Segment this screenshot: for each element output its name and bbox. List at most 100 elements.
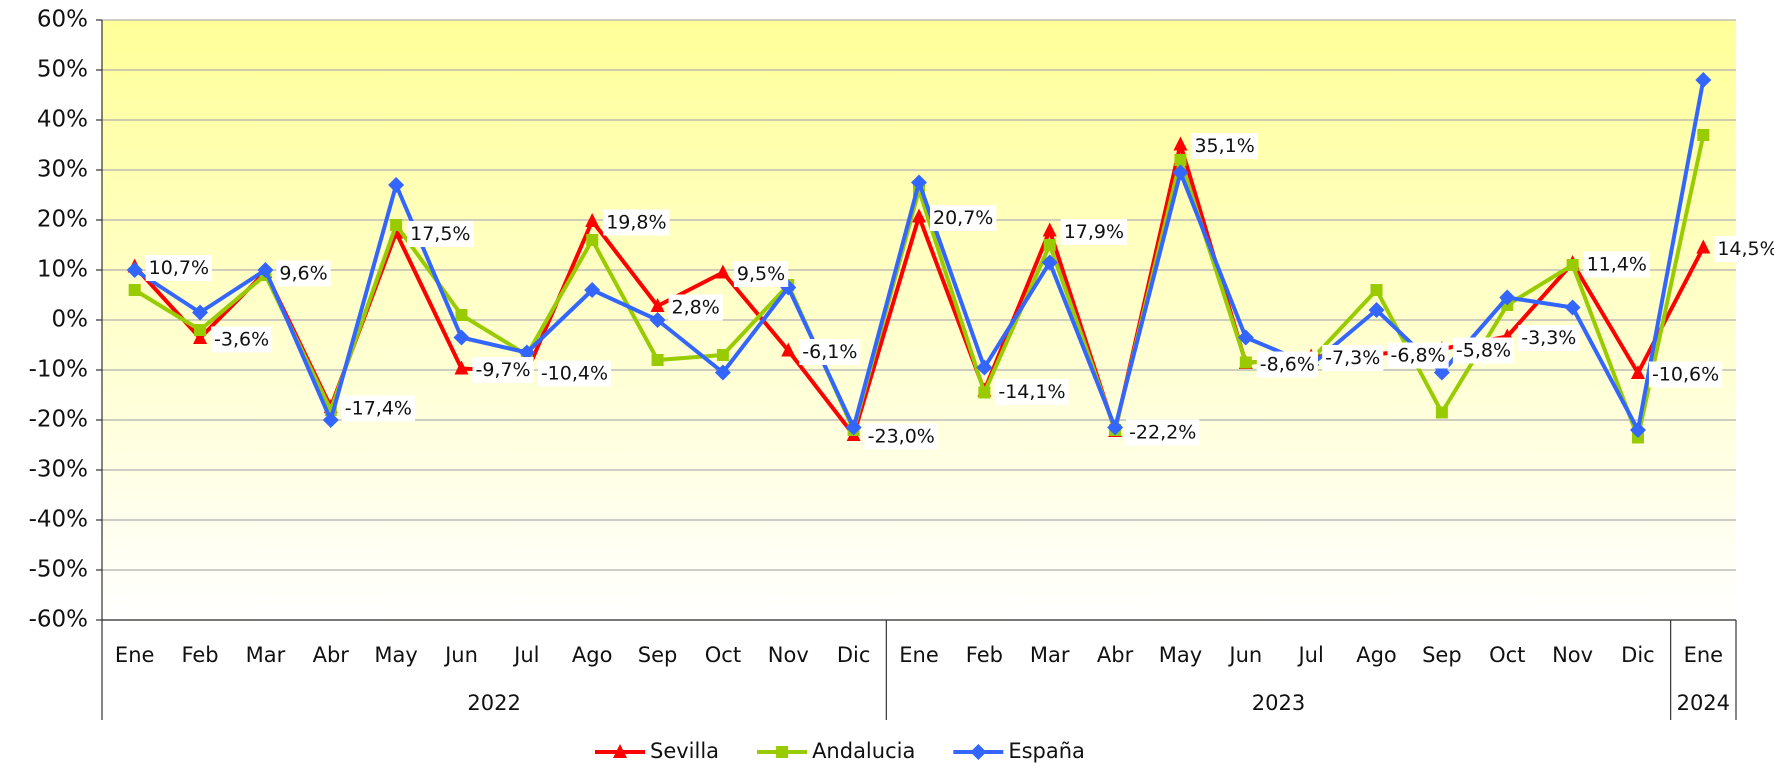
marker <box>1107 419 1124 436</box>
legend-label: Andalucia <box>812 739 915 763</box>
data-label: 17,9% <box>1064 221 1124 243</box>
data-label: -9,7% <box>475 359 530 381</box>
marker <box>845 419 862 436</box>
marker <box>781 342 796 357</box>
marker <box>455 309 468 321</box>
marker <box>126 262 143 278</box>
marker <box>976 359 993 376</box>
data-label-bg <box>145 255 213 281</box>
x-tick-label: Ene <box>1684 643 1724 667</box>
data-label: 9,6% <box>279 263 327 285</box>
marker <box>1566 259 1579 271</box>
data-label-bg <box>211 326 273 353</box>
legend: Sevilla Andalucia España <box>595 739 1085 763</box>
x-group-label: 2024 <box>1677 691 1730 715</box>
marker <box>1696 239 1711 254</box>
data-label: 17,5% <box>410 223 470 245</box>
marker <box>1172 164 1189 181</box>
data-label-bg <box>1387 342 1449 369</box>
data-label: -3,6% <box>214 329 269 351</box>
data-label: -7,3% <box>1325 347 1380 369</box>
data-label-bg <box>407 221 474 247</box>
marker <box>518 344 535 361</box>
x-tick-label: Jul <box>1296 643 1323 667</box>
data-label-bg <box>733 261 789 287</box>
x-tick-label: Mar <box>1030 643 1070 667</box>
marker <box>978 386 991 399</box>
y-tick-label: -50% <box>29 557 88 583</box>
marker <box>1370 284 1383 296</box>
data-label: -6,1% <box>802 341 857 363</box>
data-label: 20,7% <box>933 207 993 229</box>
data-label-bg <box>1583 251 1650 278</box>
marker <box>1174 154 1187 166</box>
data-label: 10,7% <box>149 257 209 279</box>
data-label: 14,5% <box>1717 238 1774 260</box>
y-tick-label: 60% <box>37 7 88 33</box>
marker <box>584 282 601 298</box>
data-label: 35,1% <box>1194 135 1254 157</box>
data-label: -14,1% <box>998 381 1065 403</box>
marker <box>194 324 207 336</box>
data-label-bg <box>1322 345 1384 371</box>
data-label-bg <box>930 205 997 231</box>
marker <box>1173 136 1188 151</box>
marker <box>586 234 599 246</box>
marker <box>613 744 627 758</box>
marker <box>912 208 926 223</box>
data-label: -6,8% <box>1391 345 1446 367</box>
x-tick-label: Oct <box>1489 643 1525 667</box>
marker <box>649 312 666 328</box>
y-tick-label: 30% <box>37 157 88 183</box>
data-label: -10,6% <box>1652 364 1719 386</box>
x-tick-label: Jun <box>1227 643 1262 667</box>
x-tick-label: Abr <box>1097 643 1134 667</box>
marker <box>388 177 405 193</box>
x-tick-label: Sep <box>638 643 678 667</box>
x-tick-label: Sep <box>1422 643 1462 667</box>
data-label: -22,2% <box>1129 422 1196 444</box>
data-label-bg <box>537 360 612 387</box>
data-label: 2,8% <box>672 297 720 319</box>
marker <box>716 349 729 361</box>
data-label-bg <box>668 294 723 321</box>
data-label-bg <box>341 395 415 422</box>
data-label-bg <box>1648 361 1723 388</box>
marker <box>776 746 789 758</box>
marker <box>322 412 339 428</box>
marker <box>454 360 469 375</box>
marker <box>715 264 730 279</box>
marker <box>1239 356 1252 369</box>
x-tick-label: Mar <box>246 643 286 667</box>
x-tick-label: May <box>1159 643 1202 667</box>
data-label-bg <box>1060 219 1128 245</box>
x-tick-label: Feb <box>181 643 218 667</box>
marker <box>1499 289 1516 306</box>
data-label-bg <box>1714 236 1774 262</box>
x-tick-label: Oct <box>705 643 741 667</box>
x-tick-label: Dic <box>1621 643 1655 667</box>
y-tick-label: -10% <box>29 357 88 383</box>
marker <box>1435 406 1448 419</box>
marker <box>1237 329 1254 346</box>
legend-label: Sevilla <box>650 739 719 763</box>
data-label: -10,4% <box>541 363 608 385</box>
y-tick-label: 40% <box>37 107 88 133</box>
x-tick-label: Jul <box>512 643 539 667</box>
data-label-bg <box>995 379 1069 405</box>
marker <box>453 329 470 346</box>
marker <box>128 284 141 296</box>
data-label-bg <box>603 209 670 236</box>
marker <box>1630 365 1645 379</box>
x-tick-label: Ago <box>1356 643 1397 667</box>
x-tick-label: Abr <box>313 643 350 667</box>
data-label: -8,6% <box>1260 354 1315 376</box>
marker <box>192 304 209 321</box>
x-tick-label: Ene <box>115 643 155 667</box>
data-label-bg <box>1191 133 1258 159</box>
marker <box>390 219 403 231</box>
marker <box>585 213 600 227</box>
x-tick-label: Feb <box>966 643 1003 667</box>
